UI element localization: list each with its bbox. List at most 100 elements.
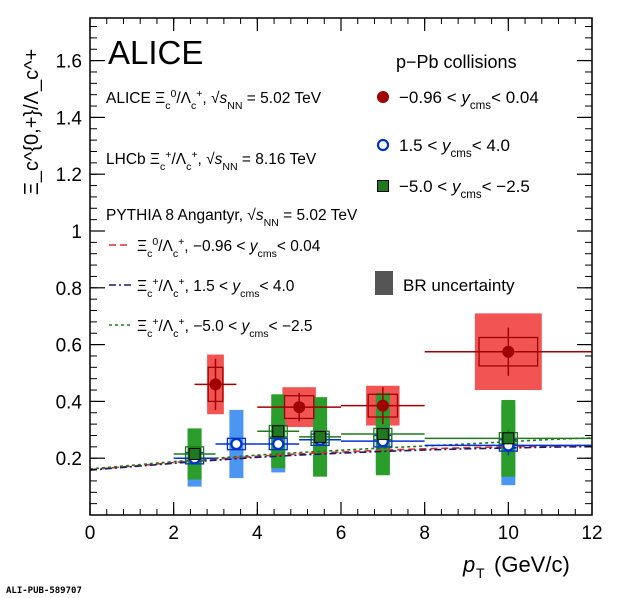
legend-model-label-part: y (231, 278, 241, 295)
x-tick-label: 10 (498, 523, 519, 544)
legend-model-label-part: Ξ (137, 238, 147, 255)
legend-header-alice-part: c (191, 100, 196, 112)
legend-model-label-part: , 1.5 < (185, 278, 233, 295)
legend-header-lhcb-part: LHCb Ξ (106, 151, 160, 168)
data-point (188, 447, 201, 460)
legend-header-lhcb-part: c (186, 161, 191, 173)
legend-model-label-part: + (178, 276, 184, 288)
legend-series-label-part: cms (470, 100, 491, 112)
y-tick-label: 0.8 (56, 279, 82, 300)
legend-series-label-part: < 4.0 (472, 136, 510, 155)
legend-model-label-part: c (147, 288, 152, 300)
x-tick-label: 4 (252, 523, 263, 544)
legend-marker (377, 180, 389, 192)
br-uncertainty-boxes (187, 313, 542, 487)
y-tick-label: 1.4 (56, 108, 83, 129)
chart-title: ALICE (108, 34, 203, 71)
legend-header-pythia-part: = 5.02 TeV (279, 207, 358, 224)
legend-header-alice-part: , √ (202, 90, 220, 107)
legend-br-label: BR uncertainty (403, 276, 515, 295)
data-point (376, 399, 389, 412)
legend-model-label-part: + (178, 316, 184, 328)
legend-model-label-part: , −5.0 < (185, 318, 242, 335)
legend-model-label: Ξc+/Λc+, 1.5 < ycms< 4.0 (137, 276, 295, 300)
legend-header-lhcb-part: , √ (198, 151, 216, 168)
x-tick-label: 6 (336, 523, 347, 544)
legend-series-label: −0.96 < ycms< 0.04 (399, 88, 539, 112)
legend-model-label-part: cms (249, 328, 268, 340)
legend-header-pythia-part: PYTHIA 8 Angantyr, √ (106, 207, 256, 224)
legend-model-label-part: /Λ (158, 238, 173, 255)
legend-series-label-part: < 0.04 (491, 88, 539, 107)
y-tick-label: 0.4 (56, 392, 83, 413)
legend-series-label-part: < −2.5 (482, 177, 530, 196)
legend-header-alice-part: /Λ (176, 90, 191, 107)
axes: 0 2 4 6 8 10 12 0.2 0.4 0.6 0.8 1 1.2 1.4 1.6 (56, 18, 603, 544)
legend-model-label-part: /Λ (159, 278, 174, 295)
legend-model-label-part: c (173, 328, 178, 340)
data-point (293, 401, 306, 414)
legend-model-label-part: , −0.96 < (184, 238, 250, 255)
y-tick-label: 1.6 (56, 52, 82, 73)
legend-header-pythia-part: NN (264, 217, 279, 229)
x-axis-label-sub: T (476, 565, 485, 581)
legend-series-label-part: y (441, 136, 452, 155)
legend-model-label-part: y (249, 238, 259, 255)
y-axis-label: Ξ_c^{0,+}/Λ_c^+ (21, 49, 43, 195)
legend-header-alice-part: ALICE Ξ (106, 90, 165, 107)
x-tick-label: 0 (85, 523, 96, 544)
legend-model-label-part: c (173, 248, 178, 260)
legend-model-label: Ξc+/Λc+, −5.0 < ycms< −2.5 (137, 316, 313, 340)
legend-header-lhcb-part: c (160, 161, 165, 173)
legend-model-label-part: c (147, 248, 152, 260)
legend-marker (377, 91, 389, 103)
legend-model-label: Ξc0/Λc+, −0.96 < ycms< 0.04 (137, 236, 321, 260)
legend-header-alice-part: s (220, 90, 228, 107)
data-point (502, 432, 515, 445)
x-axis-label-main: p (462, 552, 475, 577)
data-point (314, 430, 327, 443)
x-axis-label: p T (GeV/c) (462, 552, 570, 581)
data-point (272, 437, 285, 451)
y-tick-label: 0.6 (56, 336, 82, 357)
legend-model-label-part: 0 (152, 236, 158, 248)
y-tick-label: 1 (71, 222, 82, 243)
x-axis-label-unit: (GeV/c) (494, 552, 570, 577)
data-point (376, 428, 389, 441)
data-point (272, 425, 285, 438)
x-tick-label: 8 (419, 523, 430, 544)
legend-model-label-part: + (152, 276, 158, 288)
legend-series-label-part: cms (451, 148, 472, 160)
legend-series-label: −5.0 < ycms< −2.5 (399, 177, 530, 201)
legend-marker (376, 138, 390, 152)
legend-model-label-part: /Λ (159, 318, 174, 335)
data-point (209, 378, 222, 391)
legend-header-lhcb-part: + (191, 149, 197, 161)
legend-header-alice-part: NN (227, 100, 242, 112)
legend-header-alice-part: = 5.02 TeV (243, 90, 322, 107)
legend-series-label-part: cms (460, 189, 481, 201)
legend-model-label-part: c (147, 328, 152, 340)
legend-series-label-part: −5.0 < (399, 177, 452, 196)
legend-model-label-part: < 0.04 (277, 238, 321, 255)
y-tick-label: 1.2 (56, 165, 82, 186)
legend-series-label-part: −0.96 < (399, 88, 461, 107)
legend-header-pythia-part: s (256, 207, 264, 224)
legend-model-label-part: + (152, 316, 158, 328)
x-tick-label: 2 (168, 523, 179, 544)
model-curve-2 (89, 445, 593, 471)
x-tick-label: 12 (581, 523, 602, 544)
legend-series-label-part: y (451, 177, 462, 196)
model-curve-3 (89, 437, 593, 470)
legend-header-alice-part: 0 (170, 88, 176, 100)
legend-model-label-part: + (178, 236, 184, 248)
chart-subtitle: p−Pb collisions (396, 52, 517, 72)
legend-header-lhcb-part: /Λ (171, 151, 186, 168)
legend-header-alice-part: c (165, 100, 170, 112)
legend-model-label-part: < 4.0 (259, 278, 294, 295)
legend-series-label-part: 1.5 < (399, 136, 442, 155)
data-point (230, 437, 243, 451)
footer-id: ALI-PUB-589707 (6, 586, 82, 596)
